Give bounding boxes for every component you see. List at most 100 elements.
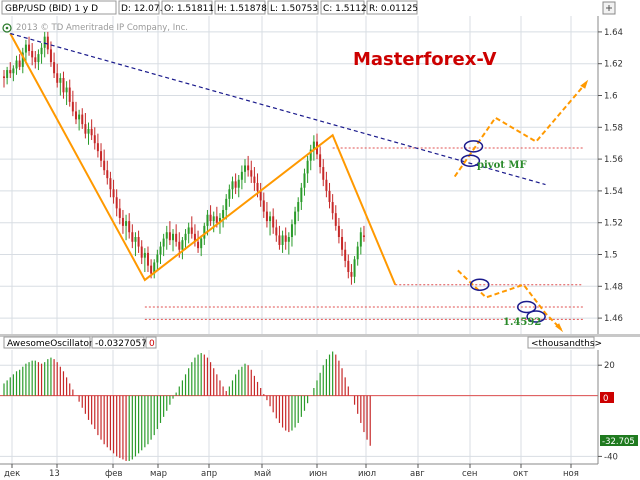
price-axis[interactable]	[598, 16, 640, 334]
candle-body	[312, 141, 315, 150]
candle-body	[290, 224, 293, 238]
candle-body	[12, 68, 15, 74]
indicator-units-box	[527, 336, 595, 349]
candle-body	[303, 173, 306, 188]
oscillator-grid	[0, 350, 598, 464]
header-bar: GBP/USD (BID) 1 у D D: 12.07.13 O: 1.518…	[1, 0, 418, 15]
candle-body	[109, 178, 112, 190]
oscillator-bars-layer	[3, 351, 371, 461]
candle-body	[165, 232, 168, 239]
candle-body	[146, 252, 149, 266]
candle-body	[240, 171, 243, 180]
candle-body	[190, 227, 193, 234]
indicator-units: <thousandths>	[531, 339, 602, 349]
time-axis[interactable]	[0, 464, 640, 480]
candle-body	[3, 76, 5, 79]
candle-body	[37, 54, 40, 63]
candle-body	[168, 232, 171, 241]
date-box	[118, 0, 160, 15]
projection-down-line	[457, 269, 562, 330]
candle-body	[281, 235, 284, 245]
current-value-badge: -32.705	[600, 435, 638, 447]
target-circle	[516, 300, 537, 314]
candle-body	[272, 216, 275, 228]
time-tick-label: мар	[150, 469, 167, 479]
candle-body	[34, 57, 37, 63]
current-value-text: -32.705	[602, 437, 635, 447]
candle-body	[181, 240, 184, 250]
close-label: C: 1.51122	[323, 4, 372, 14]
header-corner-icon[interactable]	[602, 1, 616, 15]
candle-body	[137, 237, 140, 247]
price-tick-label: 1.58	[604, 123, 623, 133]
candle-body	[106, 170, 109, 179]
price-axis-ticks: 1.64 1.62 1.6 1.58 1.56 1.54 1.52 1.5 1.48 1.46	[598, 28, 623, 324]
oscillator-tick-label: 20	[604, 361, 615, 371]
trendline	[10, 32, 546, 186]
candle-body	[125, 221, 128, 226]
range-label: R: 0.01125	[369, 4, 418, 14]
candle-body	[62, 78, 65, 93]
candle-body	[284, 235, 287, 242]
candle-body	[228, 189, 231, 199]
indicator-value-box	[91, 336, 145, 349]
candles-layer	[3, 31, 365, 285]
scale-settings-icon[interactable]	[2, 23, 12, 33]
level-label: 1.4592	[503, 317, 541, 328]
candle-body	[250, 170, 253, 177]
candle-body	[259, 190, 262, 201]
chart-watermark: Masterforex-V	[353, 49, 497, 70]
time-tick-label: 13	[49, 469, 60, 479]
candle-body	[362, 235, 365, 238]
candle-body	[341, 237, 344, 250]
time-tick-label: май	[254, 469, 271, 479]
candle-body	[256, 182, 259, 191]
candle-body	[156, 254, 159, 263]
candle-body	[222, 209, 225, 218]
time-tick-label: ноя	[563, 469, 579, 479]
candle-body	[84, 124, 87, 134]
candle-body	[6, 70, 9, 79]
low-box	[267, 0, 319, 15]
indicator-name-box	[3, 336, 91, 349]
candle-body	[322, 167, 325, 180]
candle-body	[15, 60, 18, 69]
candle-body	[90, 128, 93, 136]
date-label: D: 12.07.13	[121, 4, 174, 14]
candle-body	[112, 189, 115, 198]
candle-body	[115, 197, 118, 209]
candle-body	[103, 160, 106, 171]
candle-body	[206, 214, 209, 226]
candle-body	[359, 232, 362, 247]
candle-body	[184, 233, 187, 241]
time-axis-ticks: дек 13 фев мар апр май июн июл авг сен окт ноя	[4, 464, 579, 479]
candle-body	[209, 214, 212, 222]
target-circle	[460, 154, 481, 167]
candle-body	[197, 241, 200, 249]
candle-body	[319, 154, 322, 168]
candle-body	[328, 190, 331, 203]
candle-body	[278, 235, 281, 245]
price-tick-label: 1.5	[604, 251, 618, 261]
close-box	[320, 0, 365, 15]
pane-separator[interactable]	[0, 334, 640, 337]
high-label: H: 1.51878	[217, 4, 267, 14]
time-tick-label: июн	[309, 469, 327, 479]
candle-body	[294, 211, 297, 225]
candle-body	[172, 233, 175, 241]
indicator-zero-marker: 0	[149, 339, 155, 349]
projection-up-arrow	[580, 79, 589, 89]
candle-body	[93, 135, 96, 144]
target-icon	[606, 5, 612, 11]
candle-body	[96, 143, 99, 152]
candle-body	[253, 176, 256, 183]
price-tick-label: 1.46	[604, 314, 623, 324]
candle-body	[140, 246, 143, 258]
candle-body	[28, 44, 31, 51]
time-tick-label: дек	[4, 469, 20, 479]
indicator-header: AwesomeOscillator -0.0327057 0 <thousand…	[3, 336, 602, 349]
indicator-name: AwesomeOscillator	[7, 339, 93, 349]
candle-body	[21, 52, 24, 67]
candle-body	[59, 78, 62, 83]
